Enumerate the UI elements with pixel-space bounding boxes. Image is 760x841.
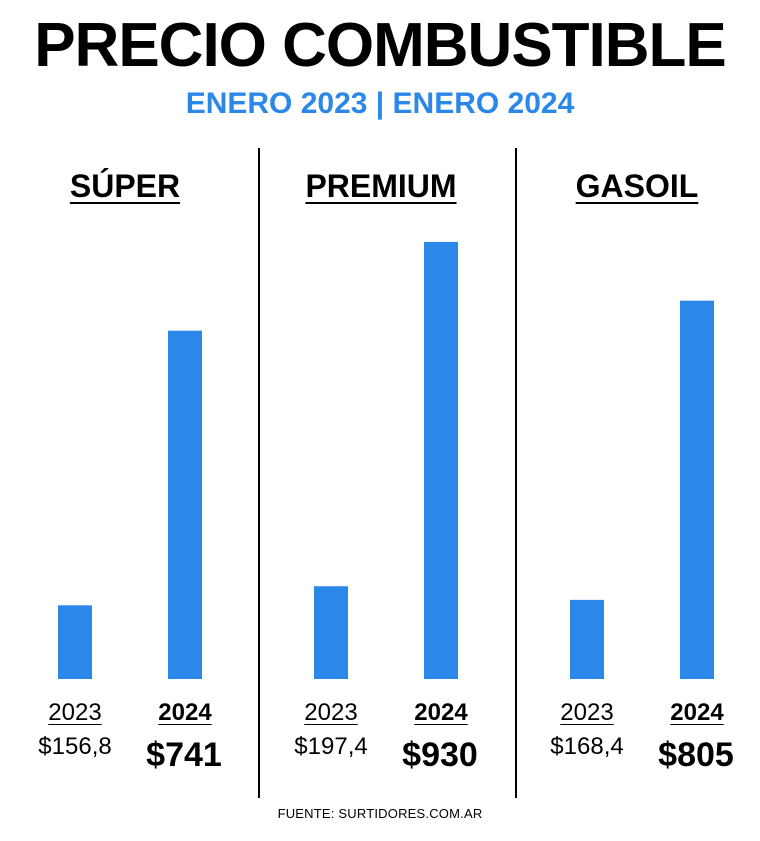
price-label-2024: $741 — [146, 736, 222, 774]
price-label-2023: $197,4 — [294, 733, 368, 760]
bar-2024 — [168, 330, 202, 679]
price-label-2023: $168,4 — [550, 733, 624, 760]
price-label-2023: $156,8 — [38, 733, 112, 760]
price-label-2024: $805 — [658, 736, 734, 774]
category-label-2024: 2024 — [158, 699, 212, 726]
bar-2023 — [58, 605, 92, 679]
category-label-2024: 2024 — [414, 699, 468, 726]
panel-premium: PREMIUM 2023 2024 $197,4 $930 — [256, 150, 506, 800]
bar-2024 — [680, 300, 714, 679]
bar-chart-premium — [314, 241, 458, 679]
bar-chart-super — [58, 330, 202, 679]
panel-title: PREMIUM — [256, 166, 506, 206]
panel-title-text: SÚPER — [69, 168, 181, 204]
panel-divider — [515, 148, 517, 798]
panel-super: SÚPER 2023 2024 $156,8 $741 — [0, 150, 250, 800]
category-label-2023: 2023 — [304, 699, 358, 726]
bar-chart-gasoil — [570, 300, 714, 679]
bar-2023 — [314, 586, 348, 679]
panel-title: SÚPER — [0, 166, 250, 206]
category-label-2023: 2023 — [48, 699, 102, 726]
panel-title-text: PREMIUM — [305, 168, 457, 204]
bar-2023 — [570, 599, 604, 679]
panel-gasoil: GASOIL 2023 2024 $168,4 $805 — [512, 150, 760, 800]
page-title: PRECIO COMBUSTIBLE — [34, 11, 727, 80]
source-note: FUENTE: SURTIDORES.COM.AR — [277, 806, 483, 821]
bar-2024 — [424, 241, 458, 679]
page-subtitle: ENERO 2023 | ENERO 2024 — [185, 87, 575, 120]
panel-title: GASOIL — [512, 166, 760, 206]
category-label-2024: 2024 — [670, 699, 724, 726]
panel-divider — [258, 148, 260, 798]
price-label-2024: $930 — [402, 736, 478, 774]
panel-title-text: GASOIL — [575, 168, 699, 204]
category-label-2023: 2023 — [560, 699, 614, 726]
